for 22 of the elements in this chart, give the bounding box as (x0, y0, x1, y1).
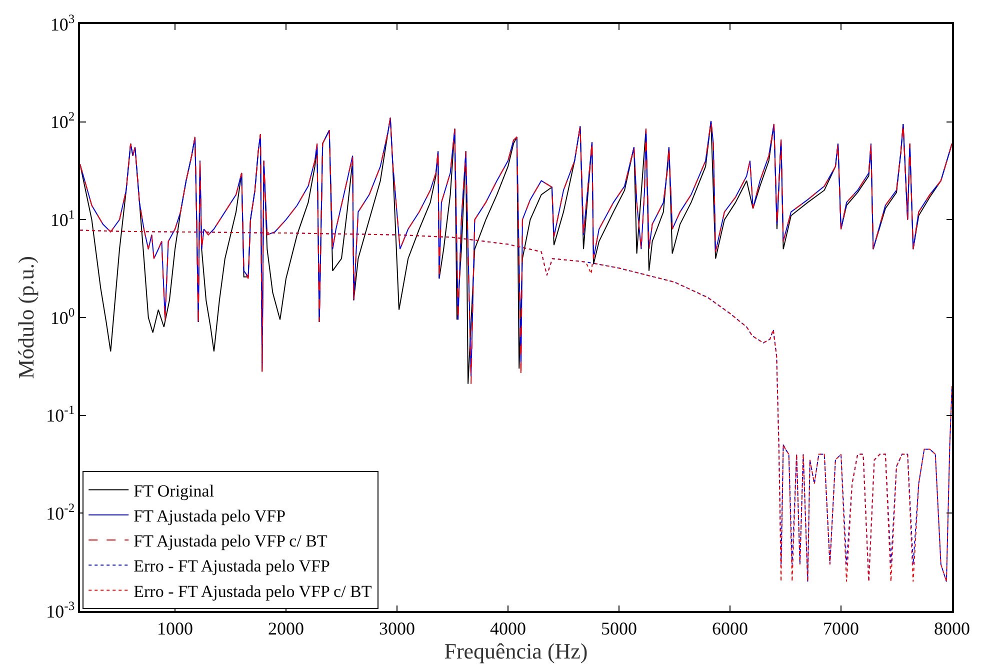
y-tick-label: 10$^{1}$ (50, 207, 75, 230)
x-tick-label: 4000 (490, 618, 526, 638)
x-axis-title: Frequência (Hz) (444, 638, 588, 664)
legend-label: FT Ajustada pelo VFP c/ BT (134, 532, 328, 551)
x-tick-label: 7000 (823, 618, 859, 638)
y-tick-label: 10$^{0}$ (50, 305, 75, 328)
y-tick-label: 10$^{-3}$ (46, 598, 75, 622)
legend-label: Erro - FT Ajustada pelo VFP c/ BT (134, 582, 372, 601)
legend-label: Erro - FT Ajustada pelo VFP (134, 556, 330, 576)
y-tick-label: 10$^{3}$ (50, 12, 75, 34)
y-tick-label: 10$^{-2}$ (46, 500, 75, 524)
legend-label: FT Original (134, 481, 214, 500)
x-tick-label: 1000 (157, 618, 194, 638)
x-tick-label: 5000 (601, 618, 638, 638)
y-axis-title: Módulo (p.u.) (13, 256, 38, 379)
y-tick-label: 10$^{-1}$ (46, 403, 75, 426)
y-tick-label: 10$^{2}$ (50, 110, 75, 132)
x-tick-label: 3000 (379, 618, 416, 638)
legend-label: FT Ajustada pelo VFP (134, 506, 286, 526)
x-tick-label: 8000 (934, 618, 970, 638)
x-tick-label: 2000 (268, 618, 304, 638)
x-tick-label: 6000 (712, 618, 748, 638)
